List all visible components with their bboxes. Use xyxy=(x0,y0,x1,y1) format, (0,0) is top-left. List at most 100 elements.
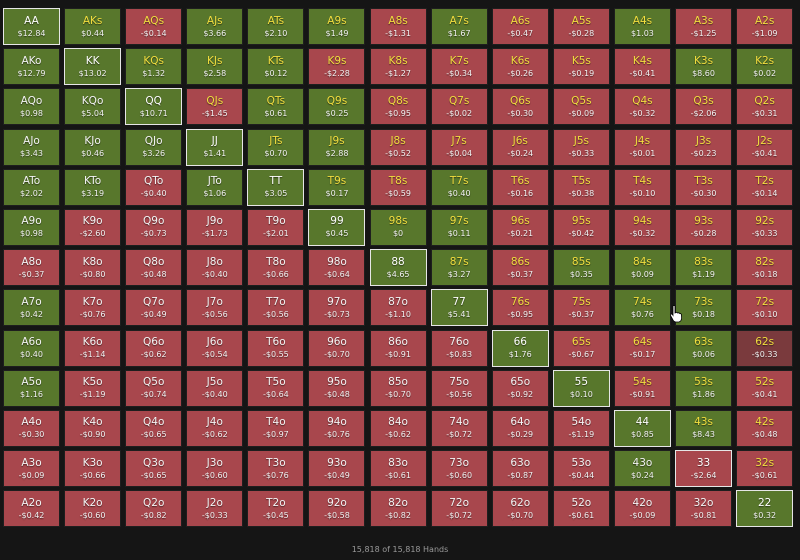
hand-cell[interactable]: 99 $0.45 xyxy=(308,208,366,246)
hand-cell[interactable]: KQs $1.32 xyxy=(125,48,183,86)
hand-cell[interactable]: Q3s -$2.06 xyxy=(675,88,733,126)
hand-cell[interactable]: 32o -$0.81 xyxy=(675,490,733,528)
hand-cell[interactable]: AKo $12.79 xyxy=(3,48,60,86)
hand-cell[interactable]: 43s $8.43 xyxy=(675,409,733,447)
hand-cell[interactable]: J7o -$0.56 xyxy=(186,289,244,327)
hand-cell[interactable]: 66 $1.76 xyxy=(491,329,549,367)
hand-cell[interactable]: A2s -$1.09 xyxy=(736,8,794,45)
hand-cell[interactable]: 93s -$0.28 xyxy=(675,208,733,246)
hand-cell[interactable]: 82s -$0.18 xyxy=(736,249,794,287)
hand-cell[interactable]: T9s $0.17 xyxy=(308,168,366,206)
hand-cell[interactable]: 74o -$0.72 xyxy=(430,409,488,447)
hand-cell[interactable]: KTo $3.19 xyxy=(64,168,122,206)
hand-cell[interactable]: QQ $10.71 xyxy=(125,88,183,126)
hand-cell[interactable]: T6s -$0.16 xyxy=(491,168,549,206)
hand-cell[interactable]: K4s -$0.41 xyxy=(613,48,671,86)
hand-cell[interactable]: ATs $2.10 xyxy=(247,8,305,45)
hand-cell[interactable]: J4o -$0.62 xyxy=(186,409,244,447)
hand-cell[interactable]: T8s -$0.59 xyxy=(369,168,427,206)
hand-cell[interactable]: K8o -$0.80 xyxy=(64,249,122,287)
hand-cell[interactable]: 32s -$0.61 xyxy=(736,450,794,488)
hand-cell[interactable]: AKs $0.44 xyxy=(64,8,122,45)
hand-cell[interactable]: A2o -$0.42 xyxy=(3,490,60,528)
hand-cell[interactable]: 65s -$0.67 xyxy=(552,329,610,367)
hand-cell[interactable]: AQo $0.98 xyxy=(3,88,60,126)
hand-cell[interactable]: 52o -$0.61 xyxy=(552,490,610,528)
hand-cell[interactable]: T3s -$0.30 xyxy=(675,168,733,206)
hand-cell[interactable]: QJo $3.26 xyxy=(125,128,183,166)
hand-cell[interactable]: 96s -$0.21 xyxy=(491,208,549,246)
hand-cell[interactable]: 93o -$0.49 xyxy=(308,450,366,488)
hand-cell[interactable]: JJ $1.41 xyxy=(186,128,244,166)
hand-cell[interactable]: 92s -$0.33 xyxy=(736,208,794,246)
hand-cell[interactable]: T2s -$0.14 xyxy=(736,168,794,206)
hand-cell[interactable]: 94s -$0.32 xyxy=(613,208,671,246)
hand-cell[interactable]: T7o -$0.56 xyxy=(247,289,305,327)
hand-cell[interactable]: A3o -$0.09 xyxy=(3,450,60,488)
hand-cell[interactable]: 87o -$1.10 xyxy=(369,289,427,327)
hand-cell[interactable]: Q6s -$0.30 xyxy=(491,88,549,126)
hand-cell[interactable]: Q8s -$0.95 xyxy=(369,88,427,126)
hand-cell[interactable]: K8s -$1.27 xyxy=(369,48,427,86)
hand-cell[interactable]: K4o -$0.90 xyxy=(64,409,122,447)
hand-cell[interactable]: 98s $0 xyxy=(369,208,427,246)
hand-cell[interactable]: 53o -$0.44 xyxy=(552,450,610,488)
hand-cell[interactable]: A5s -$0.28 xyxy=(552,8,610,45)
hand-cell[interactable]: 77 $5.41 xyxy=(430,289,488,327)
hand-cell[interactable]: J7s -$0.04 xyxy=(430,128,488,166)
hand-cell[interactable]: A3s -$1.25 xyxy=(675,8,733,45)
hand-cell[interactable]: 96o -$0.70 xyxy=(308,329,366,367)
hand-cell[interactable]: K9o -$2.60 xyxy=(64,208,122,246)
hand-cell[interactable]: 55 $0.10 xyxy=(552,369,610,407)
hand-cell[interactable]: A9s $1.49 xyxy=(308,8,366,45)
hand-cell[interactable]: K6s -$0.26 xyxy=(491,48,549,86)
hand-cell[interactable]: J3s -$0.23 xyxy=(675,128,733,166)
hand-cell[interactable]: 64o -$0.29 xyxy=(491,409,549,447)
hand-cell[interactable]: Q3o -$0.65 xyxy=(125,450,183,488)
hand-cell[interactable]: KK $13.02 xyxy=(64,48,122,86)
hand-cell[interactable]: Q9s $0.25 xyxy=(308,88,366,126)
hand-cell[interactable]: T8o -$0.66 xyxy=(247,249,305,287)
hand-cell[interactable]: Q4o -$0.65 xyxy=(125,409,183,447)
hand-cell[interactable]: 54o -$1.19 xyxy=(552,409,610,447)
hand-cell[interactable]: 72o -$0.72 xyxy=(430,490,488,528)
hand-cell[interactable]: 54s -$0.91 xyxy=(613,369,671,407)
hand-cell[interactable]: 62s -$0.33 xyxy=(736,329,794,367)
hand-cell[interactable]: 43o $0.24 xyxy=(613,450,671,488)
hand-cell[interactable]: 75o -$0.56 xyxy=(430,369,488,407)
hand-cell[interactable]: 82o -$0.82 xyxy=(369,490,427,528)
hand-cell[interactable]: 87s $3.27 xyxy=(430,249,488,287)
hand-cell[interactable]: 72s -$0.10 xyxy=(736,289,794,327)
hand-cell[interactable]: KJs $2.58 xyxy=(186,48,244,86)
hand-cell[interactable]: Q7o -$0.49 xyxy=(125,289,183,327)
hand-cell[interactable]: K7o -$0.76 xyxy=(64,289,122,327)
hand-cell[interactable]: A6o $0.40 xyxy=(3,329,60,367)
hand-cell[interactable]: 73s $0.18 xyxy=(675,289,733,327)
hand-cell[interactable]: A4s $1.03 xyxy=(613,8,671,45)
hand-cell[interactable]: 83o -$0.61 xyxy=(369,450,427,488)
hand-cell[interactable]: K7s -$0.34 xyxy=(430,48,488,86)
hand-cell[interactable]: 86s -$0.37 xyxy=(491,249,549,287)
hand-cell[interactable]: T4s -$0.10 xyxy=(613,168,671,206)
hand-cell[interactable]: A4o -$0.30 xyxy=(3,409,60,447)
hand-cell[interactable]: QTs $0.61 xyxy=(247,88,305,126)
hand-cell[interactable]: 75s -$0.37 xyxy=(552,289,610,327)
hand-cell[interactable]: AJs $3.66 xyxy=(186,8,244,45)
hand-cell[interactable]: KTs $0.12 xyxy=(247,48,305,86)
hand-cell[interactable]: AA $12.84 xyxy=(3,8,60,45)
hand-cell[interactable]: AQs -$0.14 xyxy=(125,8,183,45)
hand-cell[interactable]: J8s -$0.52 xyxy=(369,128,427,166)
hand-cell[interactable]: A8s -$1.31 xyxy=(369,8,427,45)
hand-cell[interactable]: 52s -$0.41 xyxy=(736,369,794,407)
hand-cell[interactable]: K9s -$2.28 xyxy=(308,48,366,86)
hand-cell[interactable]: JTo $1.06 xyxy=(186,168,244,206)
hand-cell[interactable]: 97o -$0.73 xyxy=(308,289,366,327)
hand-cell[interactable]: J5s -$0.33 xyxy=(552,128,610,166)
hand-cell[interactable]: T4o -$0.97 xyxy=(247,409,305,447)
hand-cell[interactable]: T5o -$0.64 xyxy=(247,369,305,407)
hand-cell[interactable]: 95s -$0.42 xyxy=(552,208,610,246)
hand-cell[interactable]: J6s -$0.24 xyxy=(491,128,549,166)
hand-cell[interactable]: 86o -$0.91 xyxy=(369,329,427,367)
hand-cell[interactable]: K5o -$1.19 xyxy=(64,369,122,407)
hand-cell[interactable]: 42o -$0.09 xyxy=(613,490,671,528)
